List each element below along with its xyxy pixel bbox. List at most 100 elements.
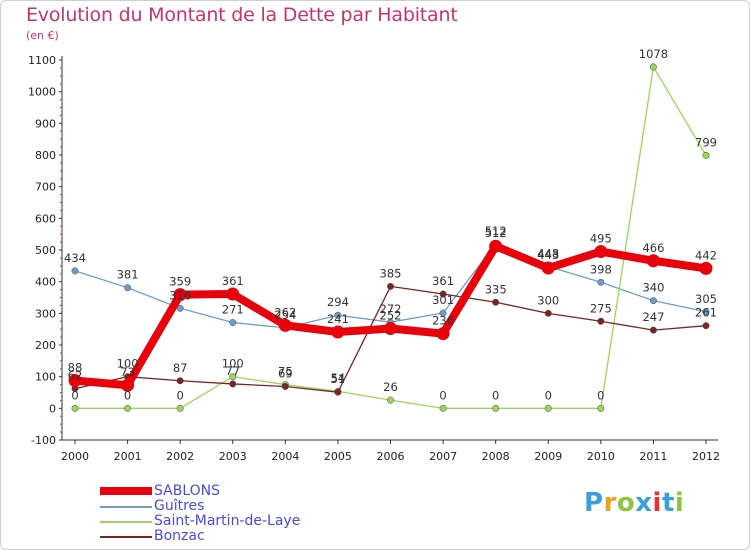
data-label: 73 [120,365,135,379]
y-tick-label: 600 [35,212,56,225]
logo-letter: P [584,488,604,518]
chart-subtitle: (en €) [26,29,59,42]
data-label: 87 [173,361,188,375]
data-point [229,380,237,388]
data-point [646,254,660,268]
data-label: 398 [590,262,612,276]
data-point [702,151,710,159]
y-tick-label: 100 [35,371,56,384]
data-point [384,322,397,336]
data-point [544,404,552,412]
data-point [387,282,394,290]
data-point [226,287,240,301]
data-point [176,404,184,412]
data-label: 294 [327,295,349,309]
chart-title: Evolution du Montant de la Dette par Hab… [26,4,458,26]
data-point [649,297,657,305]
y-tick-label: 500 [35,244,56,257]
data-label: 442 [695,248,717,262]
data-point [702,308,710,316]
logo-letter: i [652,488,662,518]
x-tick-label: 2007 [429,450,457,463]
data-point [439,290,447,298]
data-point [492,404,500,412]
data-point [121,378,135,392]
y-tick-label: -100 [31,434,56,447]
data-point [331,325,345,339]
data-label: 434 [64,251,86,265]
data-point [387,396,394,404]
legend-item-bonzac[interactable]: Bonzac [100,528,360,544]
legend-label: SABLONS [154,483,221,499]
legend-label: Bonzac [154,528,205,544]
data-label: 0 [545,388,552,402]
data-label: 254 [274,308,296,322]
legend-item-guitres[interactable]: Guîtres [100,498,360,514]
data-point [71,404,79,412]
data-label: 0 [71,388,78,402]
y-tick-label: 900 [35,117,56,130]
data-label: 0 [177,388,184,402]
data-point [699,261,713,275]
data-point [334,311,342,319]
data-point [68,373,82,387]
data-label: 271 [222,303,244,317]
x-tick-label: 2001 [114,450,142,463]
data-label: 0 [124,388,131,402]
data-label: 272 [380,302,402,316]
y-tick-label: 1100 [28,54,56,67]
data-label: 466 [642,241,664,255]
data-label: 247 [642,310,664,324]
data-label: 385 [380,266,402,280]
proxiti-logo[interactable]: Proxiti [584,488,684,518]
data-label: 300 [537,293,559,307]
x-tick-label: 2009 [534,450,562,463]
x-tick-label: 2012 [692,450,720,463]
y-tick-label: 400 [35,276,56,289]
logo-letter: x [635,488,653,518]
data-label: 381 [117,268,139,282]
data-point [124,404,132,412]
data-label: 316 [169,288,191,302]
y-tick-label: 1000 [28,86,56,99]
y-tick-label: 700 [35,181,56,194]
legend-swatch [100,521,152,523]
data-point [281,383,289,390]
legend-item-sablons[interactable]: SABLONS [100,483,360,499]
data-label: 241 [327,312,349,326]
data-point [597,278,605,286]
data-label: 361 [432,274,454,288]
data-label: 88 [68,360,83,374]
data-point [173,288,187,302]
data-point [229,373,237,381]
data-point [541,261,555,275]
data-point [71,267,79,275]
data-label: 448 [537,246,559,260]
data-label: 799 [695,135,717,149]
data-label: 51 [331,372,346,386]
legend-item-saint-martin-de-laye[interactable]: Saint-Martin-de-Laye [100,513,360,529]
data-point [229,319,237,326]
legend-label: Guîtres [154,498,205,514]
data-label: 0 [492,388,499,402]
data-point [124,284,132,292]
y-tick-label: 0 [49,402,56,415]
data-label: 262 [274,305,296,319]
data-point [594,245,608,259]
data-label: 75 [278,365,293,379]
x-tick-label: 2002 [166,450,194,463]
data-point [489,239,503,253]
data-point [597,317,605,325]
data-label: 512 [485,226,507,240]
legend-swatch [100,506,152,508]
data-label: 335 [485,282,507,296]
data-label: 26 [383,380,398,394]
data-point [492,298,500,306]
data-label: 236 [432,314,454,328]
data-label: 443 [537,248,559,262]
data-label: 359 [169,275,191,289]
data-point [439,309,447,317]
data-label: 275 [590,301,612,315]
